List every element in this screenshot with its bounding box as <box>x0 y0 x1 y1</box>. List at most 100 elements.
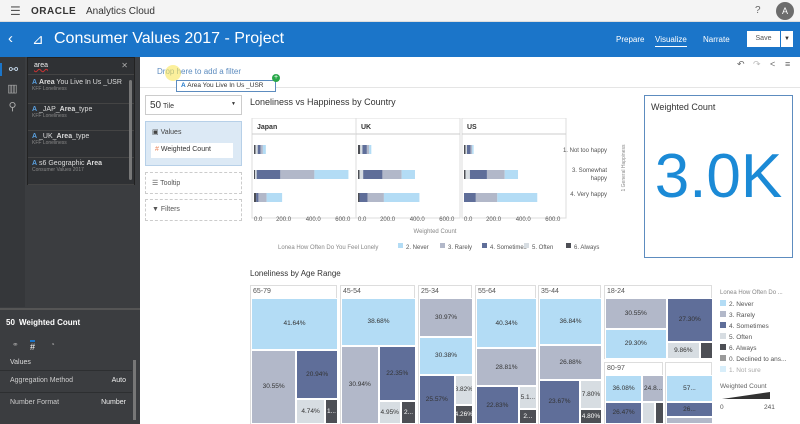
legend-item[interactable]: 6. Always <box>720 344 800 355</box>
search-input[interactable]: area <box>34 62 49 69</box>
treemap-cell[interactable]: 24.8... <box>642 375 664 402</box>
treemap-cell[interactable]: 41.64% <box>251 298 338 350</box>
viz-type-selector[interactable]: 50 Tile ▼ <box>145 95 242 115</box>
tab-visualize[interactable]: Visualize <box>655 35 687 47</box>
data-elements-icon[interactable]: ⚯ <box>0 63 25 76</box>
dragged-column[interactable]: A Area You Live In Us _USR <box>176 80 276 92</box>
legend-item[interactable]: 6. Always <box>574 245 599 251</box>
search-result[interactable]: A s6 Geographic Area Consumer Values 2017 <box>28 157 134 185</box>
analytics-icon[interactable]: ⚲ <box>8 101 17 113</box>
save-options-dropdown[interactable]: ▼ <box>781 31 793 47</box>
treemap-cell[interactable]: 29.30% <box>605 328 667 359</box>
visualizations-icon[interactable]: ▥ <box>7 83 18 95</box>
bar-segment[interactable] <box>314 170 349 179</box>
bar-segment[interactable] <box>254 170 256 179</box>
treemap-cell[interactable]: 36.08% <box>605 375 643 402</box>
tooltip-drop-zone[interactable]: ☰ Tooltip <box>145 172 242 194</box>
treemap-cell[interactable]: 1... <box>324 398 338 424</box>
filter-drop-zone[interactable]: Drop here to add a filter <box>157 67 242 76</box>
filters-drop-zone[interactable]: ▼ Filters <box>145 199 242 221</box>
redo-icon[interactable]: ↷ <box>753 59 761 69</box>
bar-segment[interactable] <box>262 145 266 154</box>
bar-segment[interactable] <box>475 193 498 202</box>
legend-item[interactable]: 5. Often <box>532 245 553 251</box>
bar-segment[interactable] <box>358 193 360 202</box>
bar-segment[interactable] <box>260 145 263 154</box>
bar-segment[interactable] <box>367 193 384 202</box>
treemap-cell[interactable]: 30.97% <box>419 298 473 338</box>
treemap-group[interactable]: 80-97 36.08% 24.8... 26.47% <box>604 362 664 424</box>
bar-segment[interactable] <box>497 193 538 202</box>
values-drop-zone[interactable]: ▣ Values # Weighted Count <box>145 121 242 166</box>
back-icon[interactable]: ‹ <box>8 30 13 47</box>
number-format-tab-icon[interactable]: # <box>30 340 36 352</box>
treemap-cell[interactable]: 36.84% <box>539 298 602 345</box>
treemap-cell[interactable]: 7.80% <box>579 379 602 409</box>
treemap-cell[interactable]: 4.74% <box>296 398 325 424</box>
tile-visualization[interactable]: Weighted Count 3.0K <box>644 95 793 258</box>
treemap-cell[interactable]: 2... <box>401 401 416 424</box>
search-result[interactable]: A _UK_Area_type KFF Loneliness <box>28 130 134 158</box>
bar-segment[interactable] <box>470 145 473 154</box>
search-result[interactable]: A _JAP_Area_type KFF Loneliness <box>28 103 134 131</box>
bar-segment[interactable] <box>366 145 370 154</box>
bar-segment[interactable] <box>266 193 283 202</box>
hamburger-menu-icon[interactable]: ☰ <box>10 4 21 18</box>
bar-segment[interactable] <box>358 145 361 154</box>
bar-segment[interactable] <box>256 170 281 179</box>
bar-segment[interactable] <box>504 170 519 179</box>
legend-item[interactable]: 3. Rarely <box>720 311 800 322</box>
treemap-cell[interactable]: 4.80% <box>579 408 602 424</box>
bar-segment[interactable] <box>464 145 466 154</box>
treemap-group[interactable]: 35-44 36.84% 26.88% 23.67% 7.80% 4.80% <box>538 285 602 424</box>
legend-item[interactable]: 1. Not sure <box>720 366 800 377</box>
treemap-group[interactable]: 57... 26... <box>665 362 713 424</box>
treemap-cell[interactable]: 30.38% <box>419 337 473 375</box>
treemap-cell[interactable]: 23.67% <box>539 379 580 424</box>
treemap-cell[interactable]: 22.35% <box>378 345 416 402</box>
treemap-cell[interactable]: 20.94% <box>296 349 338 399</box>
bar-segment[interactable] <box>465 145 467 154</box>
treemap-cell[interactable]: 22.83% <box>476 386 519 424</box>
bar-segment[interactable] <box>464 170 466 179</box>
legend-item[interactable]: 2. Never <box>720 300 800 311</box>
treemap-cell[interactable]: 9.86% <box>666 341 701 359</box>
treemap-cell[interactable]: 30.94% <box>341 345 379 424</box>
treemap-cell[interactable]: 30.55% <box>251 349 297 424</box>
number-format-row[interactable]: Number Format Number <box>0 392 132 414</box>
bar-segment[interactable] <box>369 145 372 154</box>
bar-segment[interactable] <box>486 170 505 179</box>
help-icon[interactable]: ? <box>755 5 761 16</box>
treemap-cell[interactable]: 5.1... <box>518 386 537 409</box>
bar-segment[interactable] <box>358 170 360 179</box>
bar-segment[interactable] <box>383 193 420 202</box>
share-icon[interactable]: < <box>770 59 776 69</box>
treemap-cell[interactable]: 4.26% <box>454 405 473 424</box>
action-tab-icon[interactable]: ◔ <box>50 340 55 349</box>
treemap-cell[interactable]: 8.82% <box>454 374 473 406</box>
menu-icon[interactable]: ≡ <box>785 59 791 69</box>
bar-segment[interactable] <box>465 170 470 179</box>
legend-item[interactable]: 0. Declined to ans... <box>720 355 800 366</box>
bar-segment[interactable] <box>401 170 415 179</box>
treemap-cell[interactable]: 26.47% <box>605 401 643 424</box>
treemap-group[interactable]: 45-54 38.68% 30.94% 22.35% 4.95% 2... <box>340 285 416 424</box>
bar-segment[interactable] <box>254 145 256 154</box>
bar-segment[interactable] <box>280 170 315 179</box>
treemap-cell[interactable]: 25.57% <box>419 374 455 424</box>
legend-item[interactable]: 4. Sometimes <box>720 322 800 333</box>
tab-prepare[interactable]: Prepare <box>616 35 645 44</box>
treemap-cell[interactable]: 27.30% <box>666 298 713 342</box>
legend-item[interactable]: 2. Never <box>406 245 429 251</box>
treemap-cell[interactable]: 4.95% <box>378 401 401 424</box>
treemap-group[interactable]: 65-79 41.64% 30.55% 20.94% 4.74% 1... <box>250 285 338 424</box>
bar-segment[interactable] <box>464 193 476 202</box>
tab-narrate[interactable]: Narrate <box>703 35 730 44</box>
treemap-cell[interactable]: 57... <box>666 375 713 402</box>
treemap-cell[interactable]: 26... <box>666 401 713 417</box>
bar-segment[interactable] <box>472 145 474 154</box>
bar-segment[interactable] <box>359 193 368 202</box>
treemap-cell[interactable] <box>666 416 713 424</box>
general-tab-icon[interactable]: ⚭ <box>12 340 19 349</box>
treemap-group[interactable]: 25-34 30.97% 30.38% 25.57% 8.82% 4.26% <box>418 285 473 424</box>
